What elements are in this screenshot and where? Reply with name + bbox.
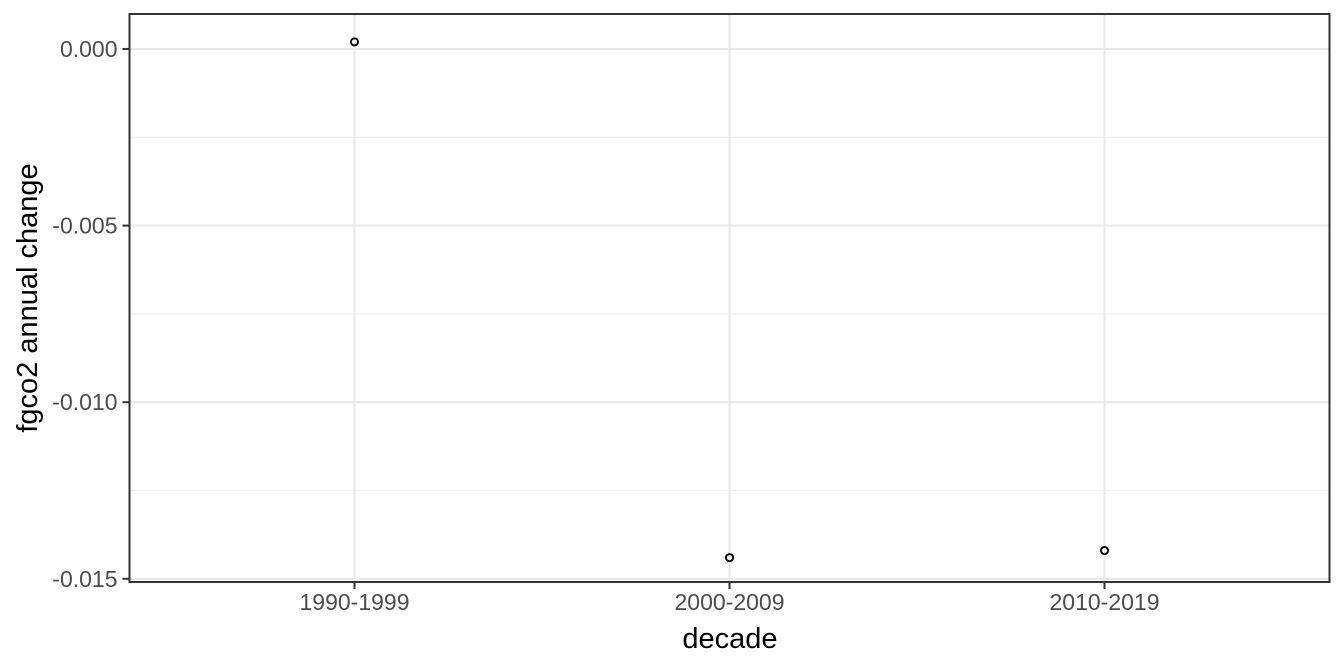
y-axis-title: fgco2 annual change xyxy=(12,163,44,433)
y-tick-label: -0.015 xyxy=(52,566,117,592)
y-tick-label: 0.000 xyxy=(60,36,118,62)
y-tick-label: -0.005 xyxy=(52,213,117,239)
x-tick-label: 1990-1999 xyxy=(300,589,410,615)
x-tick-label: 2010-2019 xyxy=(1050,589,1160,615)
data-point xyxy=(349,37,360,47)
x-tick-label: 2000-2009 xyxy=(675,589,785,615)
x-axis-title: decade xyxy=(682,623,778,655)
y-tick-label: -0.010 xyxy=(52,389,117,415)
data-point xyxy=(1099,546,1110,556)
data-point xyxy=(724,553,735,563)
